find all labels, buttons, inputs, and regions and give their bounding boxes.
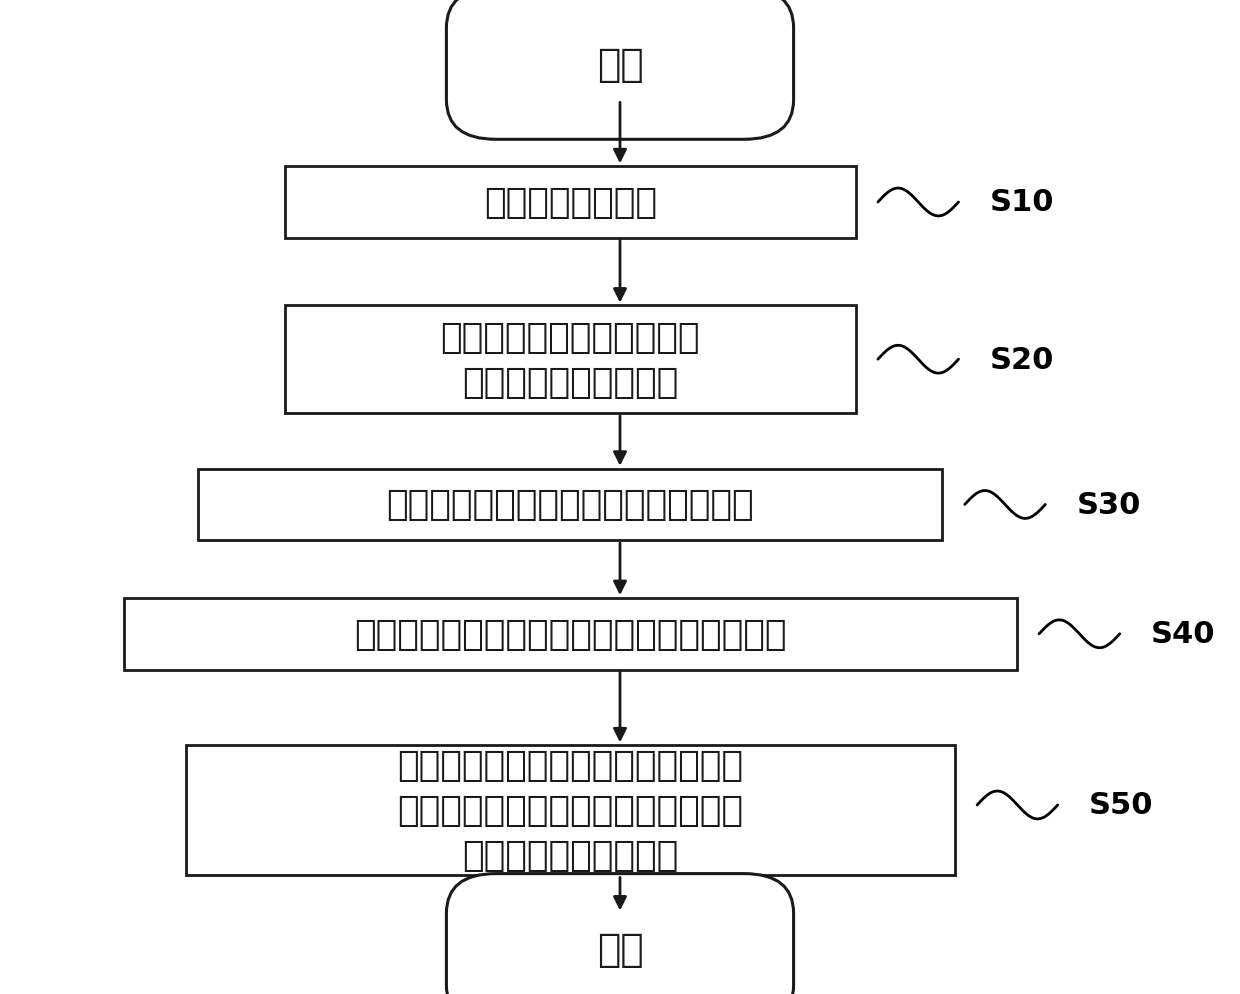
Text: 开始: 开始 bbox=[596, 46, 644, 83]
Text: 将多帧目标图像按预设帧频生成目标视频信号: 将多帧目标图像按预设帧频生成目标视频信号 bbox=[355, 617, 786, 651]
Bar bbox=[186, 746, 955, 875]
FancyBboxPatch shape bbox=[446, 874, 794, 994]
Text: S10: S10 bbox=[990, 188, 1054, 218]
Text: 获取初始视频信号: 获取初始视频信号 bbox=[484, 186, 657, 220]
Text: S20: S20 bbox=[990, 345, 1054, 375]
Text: S30: S30 bbox=[1076, 490, 1141, 520]
Bar bbox=[198, 469, 942, 541]
FancyBboxPatch shape bbox=[446, 0, 794, 140]
Text: S40: S40 bbox=[1151, 619, 1215, 649]
Bar bbox=[124, 598, 1017, 670]
Text: S50: S50 bbox=[1089, 790, 1153, 820]
Text: 获取多帧目标图像，并实时计算目标
图像的当前帧与前一帧的差异度，根
据差异度调节预设帧频: 获取多帧目标图像，并实时计算目标 图像的当前帧与前一帧的差异度，根 据差异度调节… bbox=[397, 748, 744, 872]
Bar bbox=[285, 167, 856, 239]
Text: 对初始视频信号按预设帧频
进行采样得到采样视频: 对初始视频信号按预设帧频 进行采样得到采样视频 bbox=[440, 320, 701, 400]
Bar bbox=[285, 306, 856, 414]
Text: 对采样视频进行处理获得多帧目标图像: 对采样视频进行处理获得多帧目标图像 bbox=[387, 488, 754, 522]
Text: 结束: 结束 bbox=[596, 930, 644, 968]
